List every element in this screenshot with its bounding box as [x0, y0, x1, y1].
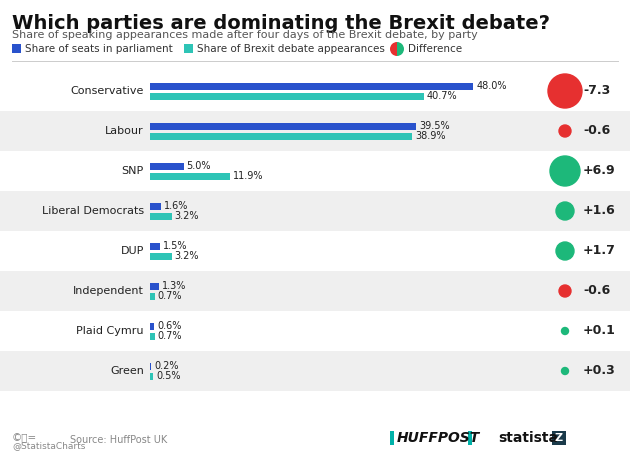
Text: 48.0%: 48.0% [476, 81, 507, 91]
Bar [12, 44, 21, 53]
Circle shape [559, 285, 571, 297]
Text: Share of Brexit debate appearances: Share of Brexit debate appearances [197, 44, 385, 54]
Bar [184, 44, 193, 53]
Text: Conservative: Conservative [71, 86, 144, 96]
Text: Share of seats in parliament: Share of seats in parliament [25, 44, 173, 54]
Text: 40.7%: 40.7% [427, 91, 457, 101]
Text: -0.6: -0.6 [583, 285, 610, 297]
Circle shape [559, 125, 571, 137]
Text: -0.6: -0.6 [583, 124, 610, 138]
Bar [150, 123, 416, 129]
Bar [150, 163, 184, 169]
Bar [150, 173, 230, 179]
Bar [150, 93, 424, 99]
Bar [552, 431, 566, 445]
Text: Liberal Democrats: Liberal Democrats [42, 206, 144, 216]
Text: -7.3: -7.3 [583, 84, 610, 98]
Bar [150, 362, 151, 370]
Bar [150, 252, 171, 260]
Text: +0.3: +0.3 [583, 365, 616, 377]
Bar [150, 212, 171, 219]
Wedge shape [397, 42, 404, 56]
Text: 0.7%: 0.7% [158, 291, 182, 301]
Text: 0.7%: 0.7% [158, 331, 182, 341]
Text: Share of speaking appearances made after four days of the Brexit debate, by part: Share of speaking appearances made after… [12, 30, 478, 40]
Bar [150, 202, 161, 209]
Circle shape [556, 242, 574, 260]
Text: Labour: Labour [105, 126, 144, 136]
Text: 1.6%: 1.6% [164, 201, 188, 211]
Bar [150, 282, 159, 290]
Text: Difference: Difference [408, 44, 462, 54]
Text: +6.9: +6.9 [583, 164, 616, 178]
Text: Green: Green [110, 366, 144, 376]
Bar [150, 322, 154, 330]
Text: SNP: SNP [122, 166, 144, 176]
Text: 39.5%: 39.5% [419, 121, 449, 131]
Text: Source: HuffPost UK: Source: HuffPost UK [70, 435, 167, 445]
Bar [390, 431, 394, 445]
Bar [0, 311, 630, 351]
Bar [0, 71, 630, 111]
Circle shape [550, 156, 580, 186]
Bar [0, 151, 630, 191]
Bar [0, 191, 630, 231]
Bar [150, 242, 160, 250]
Text: Plaid Cymru: Plaid Cymru [76, 326, 144, 336]
Text: 38.9%: 38.9% [415, 131, 445, 141]
Text: 1.3%: 1.3% [162, 281, 186, 291]
Bar [150, 292, 155, 300]
Text: 1.5%: 1.5% [163, 241, 188, 251]
Text: 0.2%: 0.2% [154, 361, 179, 371]
Text: +1.7: +1.7 [583, 245, 616, 257]
Text: +1.6: +1.6 [583, 204, 616, 217]
Circle shape [548, 74, 582, 108]
Text: Independent: Independent [73, 286, 144, 296]
Text: Which parties are dominating the Brexit debate?: Which parties are dominating the Brexit … [12, 14, 550, 33]
Circle shape [561, 367, 568, 375]
Text: ©ⓘ=: ©ⓘ= [12, 433, 37, 443]
Text: statista: statista [498, 431, 558, 445]
Wedge shape [390, 42, 397, 56]
Bar [150, 332, 155, 340]
Text: DUP: DUP [120, 246, 144, 256]
Text: HUFFPOST: HUFFPOST [397, 431, 480, 445]
Bar [0, 111, 630, 151]
Bar [150, 372, 153, 380]
Bar [150, 133, 412, 139]
Text: Z: Z [555, 433, 563, 443]
Text: 11.9%: 11.9% [233, 171, 263, 181]
Text: 0.6%: 0.6% [157, 321, 181, 331]
Bar [0, 351, 630, 391]
Bar [0, 231, 630, 271]
Bar [468, 431, 472, 445]
Bar [150, 83, 473, 89]
Text: 3.2%: 3.2% [175, 211, 199, 221]
Text: +0.1: +0.1 [583, 325, 616, 337]
Text: 0.5%: 0.5% [156, 371, 181, 381]
Circle shape [556, 202, 574, 220]
Text: 5.0%: 5.0% [186, 161, 211, 171]
Circle shape [561, 327, 568, 335]
Text: 3.2%: 3.2% [175, 251, 199, 261]
Text: @StatistaCharts: @StatistaCharts [12, 441, 86, 450]
Bar [0, 271, 630, 311]
